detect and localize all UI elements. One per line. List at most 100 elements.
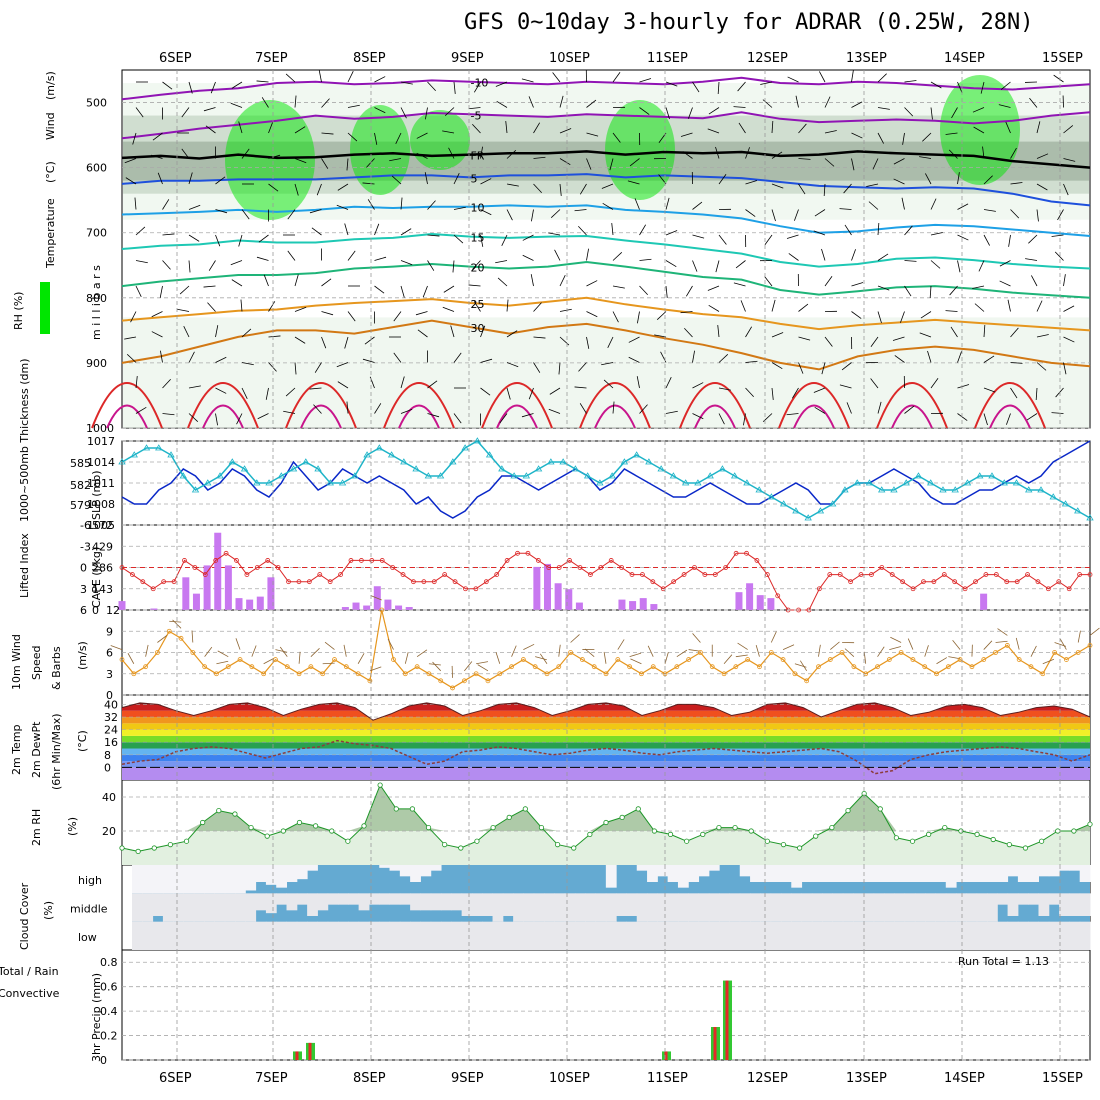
cloud-gap-middle	[245, 893, 257, 922]
wind-barb	[442, 130, 455, 134]
cape-bar	[352, 602, 360, 610]
temperature-unit-label: (°C)	[44, 161, 57, 183]
rh2m-marker	[1055, 828, 1061, 834]
wind-barb-10m	[370, 595, 382, 601]
wind-tick-label: 9	[106, 625, 113, 638]
cloud-gap-low	[523, 921, 535, 950]
cloud-gap-high	[925, 865, 936, 882]
li-marker	[1035, 579, 1041, 585]
cloud-gap-low	[1017, 921, 1029, 950]
cape-bar	[767, 598, 775, 610]
cloud-gap-low	[502, 921, 514, 950]
wind-barb	[586, 248, 589, 261]
wind-barb	[972, 285, 985, 289]
cape-bar	[267, 577, 275, 610]
li-marker	[900, 579, 906, 585]
li-marker	[223, 550, 229, 556]
wind-barb	[957, 260, 961, 273]
cloud-gap-low	[945, 921, 957, 950]
wind-barb	[261, 97, 269, 108]
wind-barb	[771, 332, 784, 338]
cloud-gap-low	[399, 921, 411, 950]
cloud-gap-middle	[883, 893, 895, 922]
wind-barb	[654, 334, 667, 338]
li-marker	[254, 565, 260, 570]
cloud-gap-high	[883, 865, 895, 882]
wind-barb	[872, 158, 879, 170]
wind-barb	[453, 81, 456, 94]
wind-barb	[982, 146, 985, 159]
cloud-gap-middle	[399, 893, 411, 905]
wind-speed-marker	[804, 678, 810, 684]
cloud-gap-middle	[688, 893, 700, 922]
wind-speed-marker	[898, 650, 904, 655]
isotherm-label: 30	[470, 322, 484, 335]
wind-speed-marker	[969, 664, 975, 670]
cloud-gap-middle	[204, 893, 215, 922]
wind-barb	[313, 404, 322, 414]
cloud-gap-low	[162, 921, 174, 950]
wind-barb-10m	[770, 631, 777, 643]
cloud-gap-low	[142, 921, 154, 950]
wind-barb	[738, 122, 746, 134]
wind-speed-marker	[981, 657, 987, 662]
wind-barb	[362, 358, 375, 363]
temp-tick-label: 40	[104, 698, 118, 711]
cloud-gap-low	[368, 921, 380, 950]
wind-barb	[957, 234, 969, 241]
wind-speed-marker	[886, 657, 892, 662]
wind-speed-marker	[768, 650, 774, 655]
cloud-gap-middle	[636, 893, 648, 922]
wind-barb-10m	[145, 644, 149, 657]
cloud-gap-middle	[976, 893, 988, 922]
wind-barb	[794, 209, 799, 221]
cloud-gap-middle	[327, 893, 339, 905]
thickness-marker	[730, 472, 739, 479]
rh-moist-patch	[410, 110, 470, 170]
wind-barb	[241, 328, 252, 338]
wind10m-unit-label: (m/s)	[76, 641, 89, 670]
cloud-gap-high	[667, 865, 679, 882]
temp-tick-label: 24	[104, 724, 118, 737]
wind-speed-marker	[379, 607, 385, 613]
cloud-gap-middle	[368, 893, 380, 905]
wind-barb	[733, 106, 746, 108]
wind-barb	[1026, 413, 1038, 421]
wind-barb	[268, 183, 279, 192]
wind-speed-marker	[792, 671, 798, 677]
date-label-top: 10SEP	[549, 51, 590, 66]
li-marker	[1014, 579, 1020, 585]
wind-barb	[824, 130, 837, 134]
thickness-marker	[167, 451, 175, 458]
wind-speed-marker	[568, 650, 573, 655]
wind-barb	[787, 76, 799, 83]
wind-barb	[870, 336, 879, 347]
cloud-gap-low	[544, 921, 555, 950]
wind-barb	[150, 154, 163, 159]
wind-barb-10m	[404, 652, 409, 664]
wind-barb	[203, 107, 216, 112]
rh2m-marker	[1039, 838, 1045, 844]
wind-speed-marker	[1004, 643, 1010, 648]
date-label-bottom: 7SEP	[255, 1071, 288, 1086]
thickness-marker	[816, 507, 825, 514]
li-marker	[702, 572, 708, 577]
wind-barb	[798, 123, 807, 134]
rh2m-marker	[425, 824, 432, 831]
wind-barb	[393, 352, 402, 363]
wind-barb	[877, 401, 882, 414]
wind-barb	[957, 203, 969, 210]
cloud-gap-high	[1038, 865, 1050, 877]
wind-barb	[692, 382, 704, 389]
cloud-gap-low	[492, 921, 504, 950]
wind-barb	[682, 151, 693, 159]
li-marker	[723, 565, 729, 570]
wind-barb	[552, 72, 561, 83]
li-marker	[348, 558, 354, 563]
wind-barb	[813, 230, 826, 236]
date-label-top: 12SEP	[747, 51, 788, 66]
wind-barb	[612, 285, 625, 289]
wind-barb	[733, 282, 746, 287]
wind-barb	[983, 325, 986, 338]
cloud-gap-middle	[853, 893, 864, 922]
